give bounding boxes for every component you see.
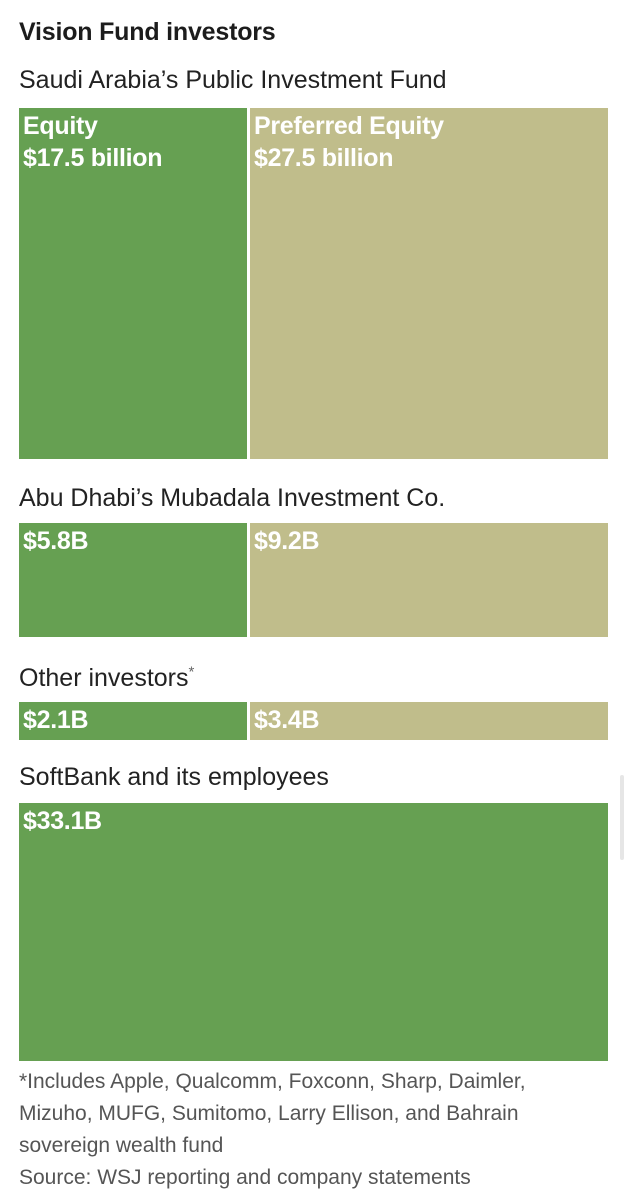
pif-preferred-block: Preferred Equity $27.5 billion <box>250 108 608 459</box>
other-equity-block: $2.1B <box>19 702 247 740</box>
series-name-label: Preferred Equity <box>254 112 444 140</box>
footnote-line: Mizuho, MUFG, Sumitomo, Larry Ellison, a… <box>19 1102 519 1125</box>
pif-equity-label: Equity $17.5 billion <box>23 110 163 174</box>
series-name-label: Equity <box>23 112 98 140</box>
pif-equity-block: Equity $17.5 billion <box>19 108 247 459</box>
mubadala-equity-block: $5.8B <box>19 523 247 637</box>
mubadala-preferred-block: $9.2B <box>250 523 608 637</box>
group-name: Saudi Arabia’s Public Investment Fund <box>19 66 447 94</box>
footnote-line: *Includes Apple, Qualcomm, Foxconn, Shar… <box>19 1070 526 1093</box>
value-label: $27.5 billion <box>254 144 394 172</box>
group-label-mubadala: Abu Dhabi’s Mubadala Investment Co. <box>19 484 445 513</box>
footnote-line: sovereign wealth fund <box>19 1134 224 1157</box>
group-name: SoftBank and its employees <box>19 763 329 791</box>
softbank-equity-block: $33.1B <box>19 803 608 1061</box>
chart-title: Vision Fund investors <box>19 18 276 46</box>
source-line: Source: WSJ reporting and company statem… <box>19 1166 471 1189</box>
group-label-other: Other investors* <box>19 664 194 693</box>
value-label: $33.1B <box>23 807 102 835</box>
value-label: $17.5 billion <box>23 144 163 172</box>
footnote-mark: * <box>188 663 195 681</box>
footnote: *Includes Apple, Qualcomm, Foxconn, Shar… <box>19 1066 619 1194</box>
group-name: Abu Dhabi’s Mubadala Investment Co. <box>19 484 446 512</box>
pif-preferred-label: Preferred Equity $27.5 billion <box>254 110 444 174</box>
group-label-pif: Saudi Arabia’s Public Investment Fund <box>19 66 447 95</box>
value-label: $3.4B <box>254 706 320 734</box>
scrollbar[interactable] <box>620 775 624 860</box>
value-label: $9.2B <box>254 527 320 555</box>
group-name: Other investors <box>19 664 189 692</box>
value-label: $2.1B <box>23 706 89 734</box>
other-preferred-block: $3.4B <box>250 702 608 740</box>
group-label-softbank: SoftBank and its employees <box>19 763 329 792</box>
value-label: $5.8B <box>23 527 89 555</box>
